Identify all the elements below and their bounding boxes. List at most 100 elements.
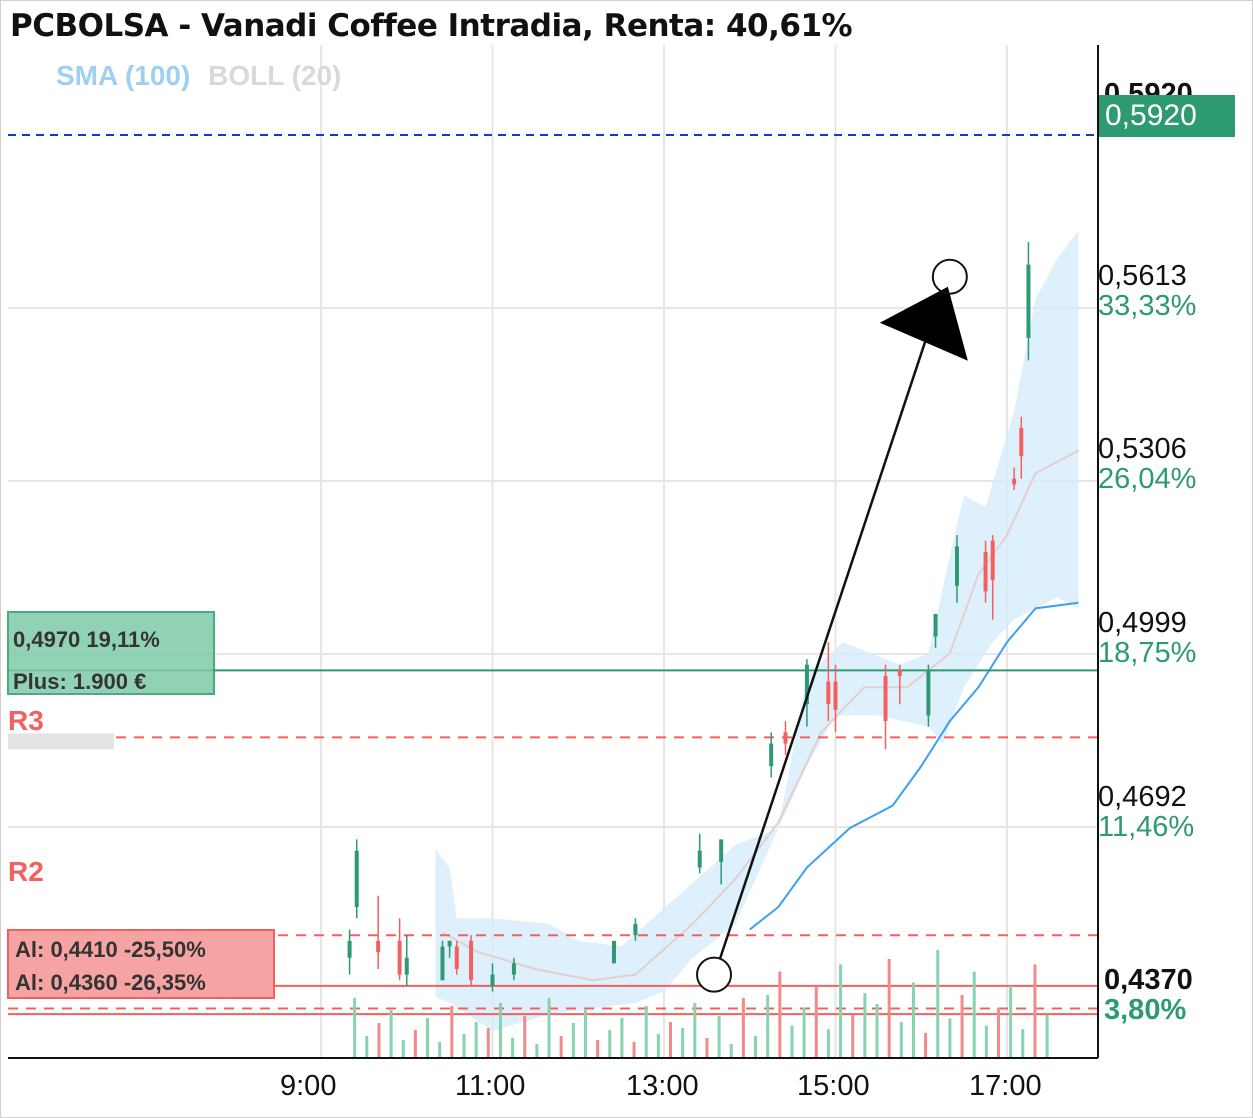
candle-body <box>1026 264 1031 338</box>
volume-bar <box>1033 964 1037 1058</box>
candle-body <box>447 940 452 947</box>
y-value: 0,5613 <box>1098 260 1187 292</box>
volume-bar <box>401 1040 405 1058</box>
candle-body <box>783 732 788 744</box>
volume-bar <box>960 995 964 1058</box>
candle-body <box>469 940 474 981</box>
volume-bar <box>802 1007 806 1058</box>
alert-1-label: Al: 0,4410 -25,50% <box>15 937 206 962</box>
candle-body <box>376 940 381 953</box>
y-value: 0,4999 <box>1098 607 1187 639</box>
volume-bar <box>717 1016 721 1058</box>
volume-bar <box>681 1028 685 1058</box>
candle-body <box>983 552 988 592</box>
volume-bar <box>413 1030 417 1058</box>
x-label-11: 11:00 <box>455 1070 526 1102</box>
volume-bar <box>583 1010 587 1058</box>
volume-bar <box>948 1018 952 1058</box>
candle-body <box>990 540 995 581</box>
volume-bar <box>778 971 782 1058</box>
chart-title: PCBOLSA - Vanadi Coffee Intradia, Renta:… <box>10 8 853 44</box>
volume-bar <box>450 1006 454 1058</box>
volume-bar <box>1045 1014 1049 1058</box>
candle-body <box>404 957 409 975</box>
legend-sma[interactable]: SMA (100) <box>56 60 191 91</box>
candle-body <box>1012 478 1017 485</box>
candle-body <box>833 681 838 710</box>
volume-bar <box>644 1006 648 1058</box>
current-price-value: 0,4370 <box>1104 964 1193 996</box>
current-price-percent: 3,80% <box>1104 994 1187 1026</box>
buy-level-box[interactable]: 0,4970 19,11% Plus: 1.900 € <box>7 611 215 695</box>
candle-body <box>440 946 445 981</box>
candle-body <box>697 850 702 868</box>
volume-bar <box>984 1025 988 1058</box>
volume-bar <box>693 1003 697 1058</box>
pivot-r3-label: R3 <box>8 705 44 736</box>
volume-bar <box>754 1036 758 1058</box>
volume-bar <box>1021 1029 1025 1058</box>
volume-bar <box>996 1007 1000 1058</box>
annotation-arrow-line <box>718 333 930 960</box>
annotation-arrow-head <box>879 286 968 361</box>
y-label-top: 0,5920 <box>1104 78 1193 96</box>
volume-bar <box>389 1010 393 1058</box>
buy-level-price: 0,4970 19,11% <box>13 627 160 652</box>
candle-body <box>719 839 724 862</box>
candle-body <box>611 940 616 964</box>
pivot-r3-marker <box>8 733 114 750</box>
candle-body <box>954 546 959 586</box>
candle-body <box>490 974 495 986</box>
volume-bar <box>620 1018 624 1058</box>
candle-body <box>897 670 902 676</box>
volume-bar <box>814 986 818 1058</box>
volume-bar <box>462 1034 466 1058</box>
volume-bar <box>741 998 745 1058</box>
arrow-start-handle <box>696 956 733 993</box>
volume-bar <box>535 1044 539 1058</box>
candle-body <box>347 940 352 958</box>
volume-bar <box>547 998 551 1058</box>
volume-bar <box>887 959 891 1058</box>
candle-body <box>354 850 359 908</box>
volume-bar <box>839 964 843 1058</box>
volume-bar <box>899 1022 903 1058</box>
volume-bar <box>766 995 770 1058</box>
indicator-legend: SMA (100) BOLL (20) <box>56 60 341 92</box>
y-percent: 18,75% <box>1098 637 1197 669</box>
volume-bar <box>1009 986 1013 1058</box>
alert-levels-box[interactable]: Al: 0,4410 -25,50% Al: 0,4360 -26,35% <box>7 929 275 999</box>
candle-body <box>769 743 774 767</box>
y-percent: 11,46% <box>1098 811 1195 843</box>
x-label-17: 17:00 <box>969 1070 1042 1102</box>
volume-bar <box>559 1036 563 1058</box>
candle-body <box>804 664 809 705</box>
volume-bar <box>851 1014 855 1058</box>
legend-boll[interactable]: BOLL (20) <box>208 60 342 91</box>
x-label-15: 15:00 <box>797 1070 870 1102</box>
candle-body <box>883 675 888 722</box>
volume-bar <box>377 1023 381 1058</box>
volume-bar <box>353 998 357 1058</box>
sma-100-line <box>749 601 1079 931</box>
volume-bar <box>936 950 940 1058</box>
y-percent: 33,33% <box>1098 290 1197 322</box>
volume-bar <box>863 993 867 1058</box>
volume-bar <box>705 1038 709 1058</box>
volume-bar <box>656 1034 660 1058</box>
candle-body <box>397 940 402 975</box>
y-label-2: 0,5306 26,04% <box>1098 434 1238 494</box>
buy-level-profit: Plus: 1.900 € <box>13 669 147 694</box>
volume-bar <box>875 1004 879 1058</box>
volume-bar <box>511 1038 515 1058</box>
volume-bar <box>924 1032 928 1058</box>
volume-bar <box>474 1022 478 1058</box>
volume-bar <box>596 1040 600 1058</box>
candle-body <box>1019 428 1024 457</box>
candle-body <box>454 946 459 970</box>
volume-bar <box>608 1030 612 1058</box>
y-label-4: 0,4692 11,46% <box>1098 782 1238 842</box>
y-value: 0,4692 <box>1098 781 1187 813</box>
volume-bar <box>826 1029 830 1058</box>
candle-body <box>633 923 638 936</box>
